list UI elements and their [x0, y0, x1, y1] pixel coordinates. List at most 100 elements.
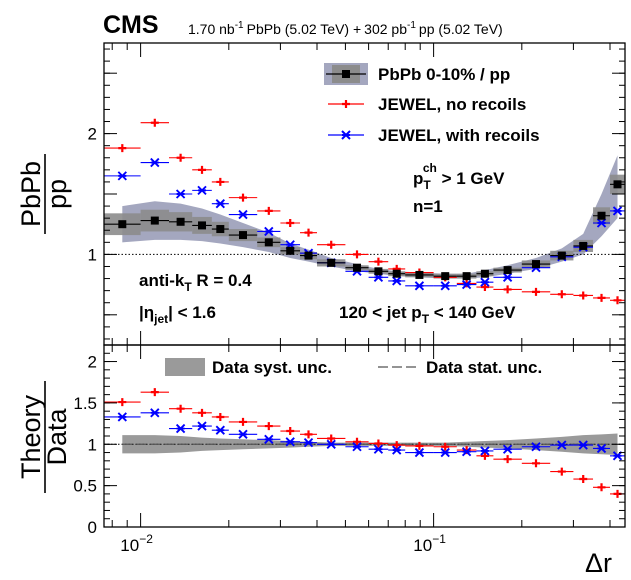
ratio-recoil-point [326, 439, 336, 449]
ratio-norecoil-point [374, 439, 383, 448]
ratio-norecoil-point [286, 427, 295, 436]
top-ytick-label: 2 [88, 125, 97, 144]
recoil-point [392, 276, 402, 286]
top-ytick-label: 1 [88, 245, 97, 264]
norecoil-point [353, 250, 362, 259]
norecoil-point [579, 291, 588, 300]
ratio-recoil-point [264, 434, 274, 444]
norecoil-point [327, 240, 336, 249]
ratio-norecoil-point [176, 404, 185, 413]
norecoil-point [480, 283, 489, 292]
top-marks [104, 118, 625, 305]
ratio-recoil-point [285, 437, 295, 447]
ratio-recoil-point [596, 443, 607, 454]
pbpb-point [353, 263, 362, 272]
pbpb-point [597, 211, 606, 220]
recoil-point [502, 272, 513, 283]
legend-recoil-label: JEWEL, with recoils [378, 126, 540, 145]
ratio-norecoil-point [150, 388, 159, 397]
pbpb-model-band [122, 155, 618, 279]
bottom-ytick-label: 1.5 [73, 394, 97, 413]
jet-pt-annotation: 120 < jet pT < 140 GeV [339, 303, 516, 326]
ratio-norecoil-point [415, 441, 424, 450]
bottom-ylabel: Theory Data [16, 381, 72, 493]
bottom-ytick-label: 0.5 [73, 477, 97, 496]
ratio-norecoil-point [579, 475, 588, 484]
recoil-point [117, 171, 127, 181]
ratio-recoil-point [303, 437, 314, 448]
pbpb-point [480, 269, 489, 278]
ratio-recoil-point [414, 447, 425, 458]
top-legend: PbPb 0-10% / pp JEWEL, no recoils JEWEL,… [324, 63, 540, 145]
pbpb-point [415, 270, 424, 279]
ratio-recoil-point [352, 442, 362, 452]
recoil-point [480, 277, 490, 287]
ratio-norecoil-point [216, 412, 225, 421]
top-ylabel-den: pp [42, 179, 72, 209]
pbpb-point [532, 260, 541, 269]
legend-recoil-marker [341, 130, 351, 140]
bottom-panel: 0 0.5 1 1.5 2 10−2 10−1 Data syst. unc. Data s… [16, 344, 626, 578]
norecoil-point [286, 218, 295, 227]
norecoil-point [264, 206, 273, 215]
pbpb-point [176, 217, 185, 226]
pbpb-point [239, 231, 248, 240]
pbpb-point [198, 221, 207, 230]
x-axis-label: Δr [585, 548, 612, 578]
norecoil-point [532, 287, 541, 296]
norecoil-point [239, 193, 248, 202]
ratio-recoil-point [150, 408, 160, 418]
top-axes: 12 [88, 43, 625, 345]
bottom-marks [104, 388, 625, 498]
legend-stat-label: Data stat. unc. [426, 358, 542, 377]
recoil-point [461, 279, 472, 290]
top-ylabel: PbPb pp [16, 154, 72, 234]
pbpb-point [216, 225, 225, 234]
norecoil-point [503, 285, 512, 294]
legend-pbpb-label: PbPb 0-10% / pp [378, 65, 510, 84]
norecoil-point [557, 290, 566, 299]
legend-syst-swatch [165, 358, 205, 376]
ratio-recoil-point [612, 451, 623, 461]
bottom-ylabel-num: Theory [16, 394, 46, 479]
legend-norecoil-marker [342, 100, 350, 108]
pbpb-point [579, 241, 588, 250]
bottom-frame [103, 344, 626, 528]
top-ylabel-num: PbPb [16, 161, 46, 227]
ratio-norecoil-point [239, 417, 248, 426]
recoil-point [238, 209, 248, 220]
ratio-recoil-point [392, 445, 402, 455]
lumi-pp-label: pp (5.02 TeV) [419, 21, 503, 37]
ratio-recoil-point [215, 425, 225, 435]
eta-annotation: |ηjet| < 1.6 [139, 303, 216, 326]
top-panel: 12 PbPb 0-10% / pp JEWEL, no recoils JEW… [16, 42, 626, 346]
pbpb-series [104, 180, 625, 281]
norecoil-point [597, 293, 606, 302]
legend-pbpb-marker [342, 70, 350, 78]
ratio-recoil-point [238, 429, 248, 440]
ratio-recoil-point [461, 447, 472, 457]
x-tick-label: 10−1 [413, 532, 446, 555]
pbpb-point [150, 216, 159, 225]
recoil-point [596, 218, 607, 228]
lumi-pbpb-exp: -1 [235, 20, 244, 31]
ratio-norecoil-point [503, 455, 512, 464]
recoil-point [150, 157, 160, 168]
ratio-norecoil-point [392, 441, 401, 450]
lumi-pp-value: 302 pb [364, 21, 407, 37]
ratio-norecoil-point [441, 442, 450, 451]
pbpb-point [304, 251, 313, 260]
legend-syst-label: Data syst. unc. [212, 358, 332, 377]
ratio-recoil-point [578, 440, 588, 450]
ratio-recoil-point [117, 412, 127, 422]
recoil-point [197, 185, 207, 196]
ratio-recoil-point [557, 440, 567, 450]
lumi-pbpb-label: PbPb (5.02 TeV) + [247, 21, 362, 37]
bottom-ytick-label: 0 [88, 518, 97, 537]
ratio-norecoil-point [118, 398, 127, 407]
pbpb-point [557, 251, 566, 260]
ratio-recoil-point [502, 444, 513, 454]
bottom-axes: 0 0.5 1 1.5 2 10−2 10−1 [73, 345, 625, 555]
ratio-norecoil-point [327, 434, 336, 443]
